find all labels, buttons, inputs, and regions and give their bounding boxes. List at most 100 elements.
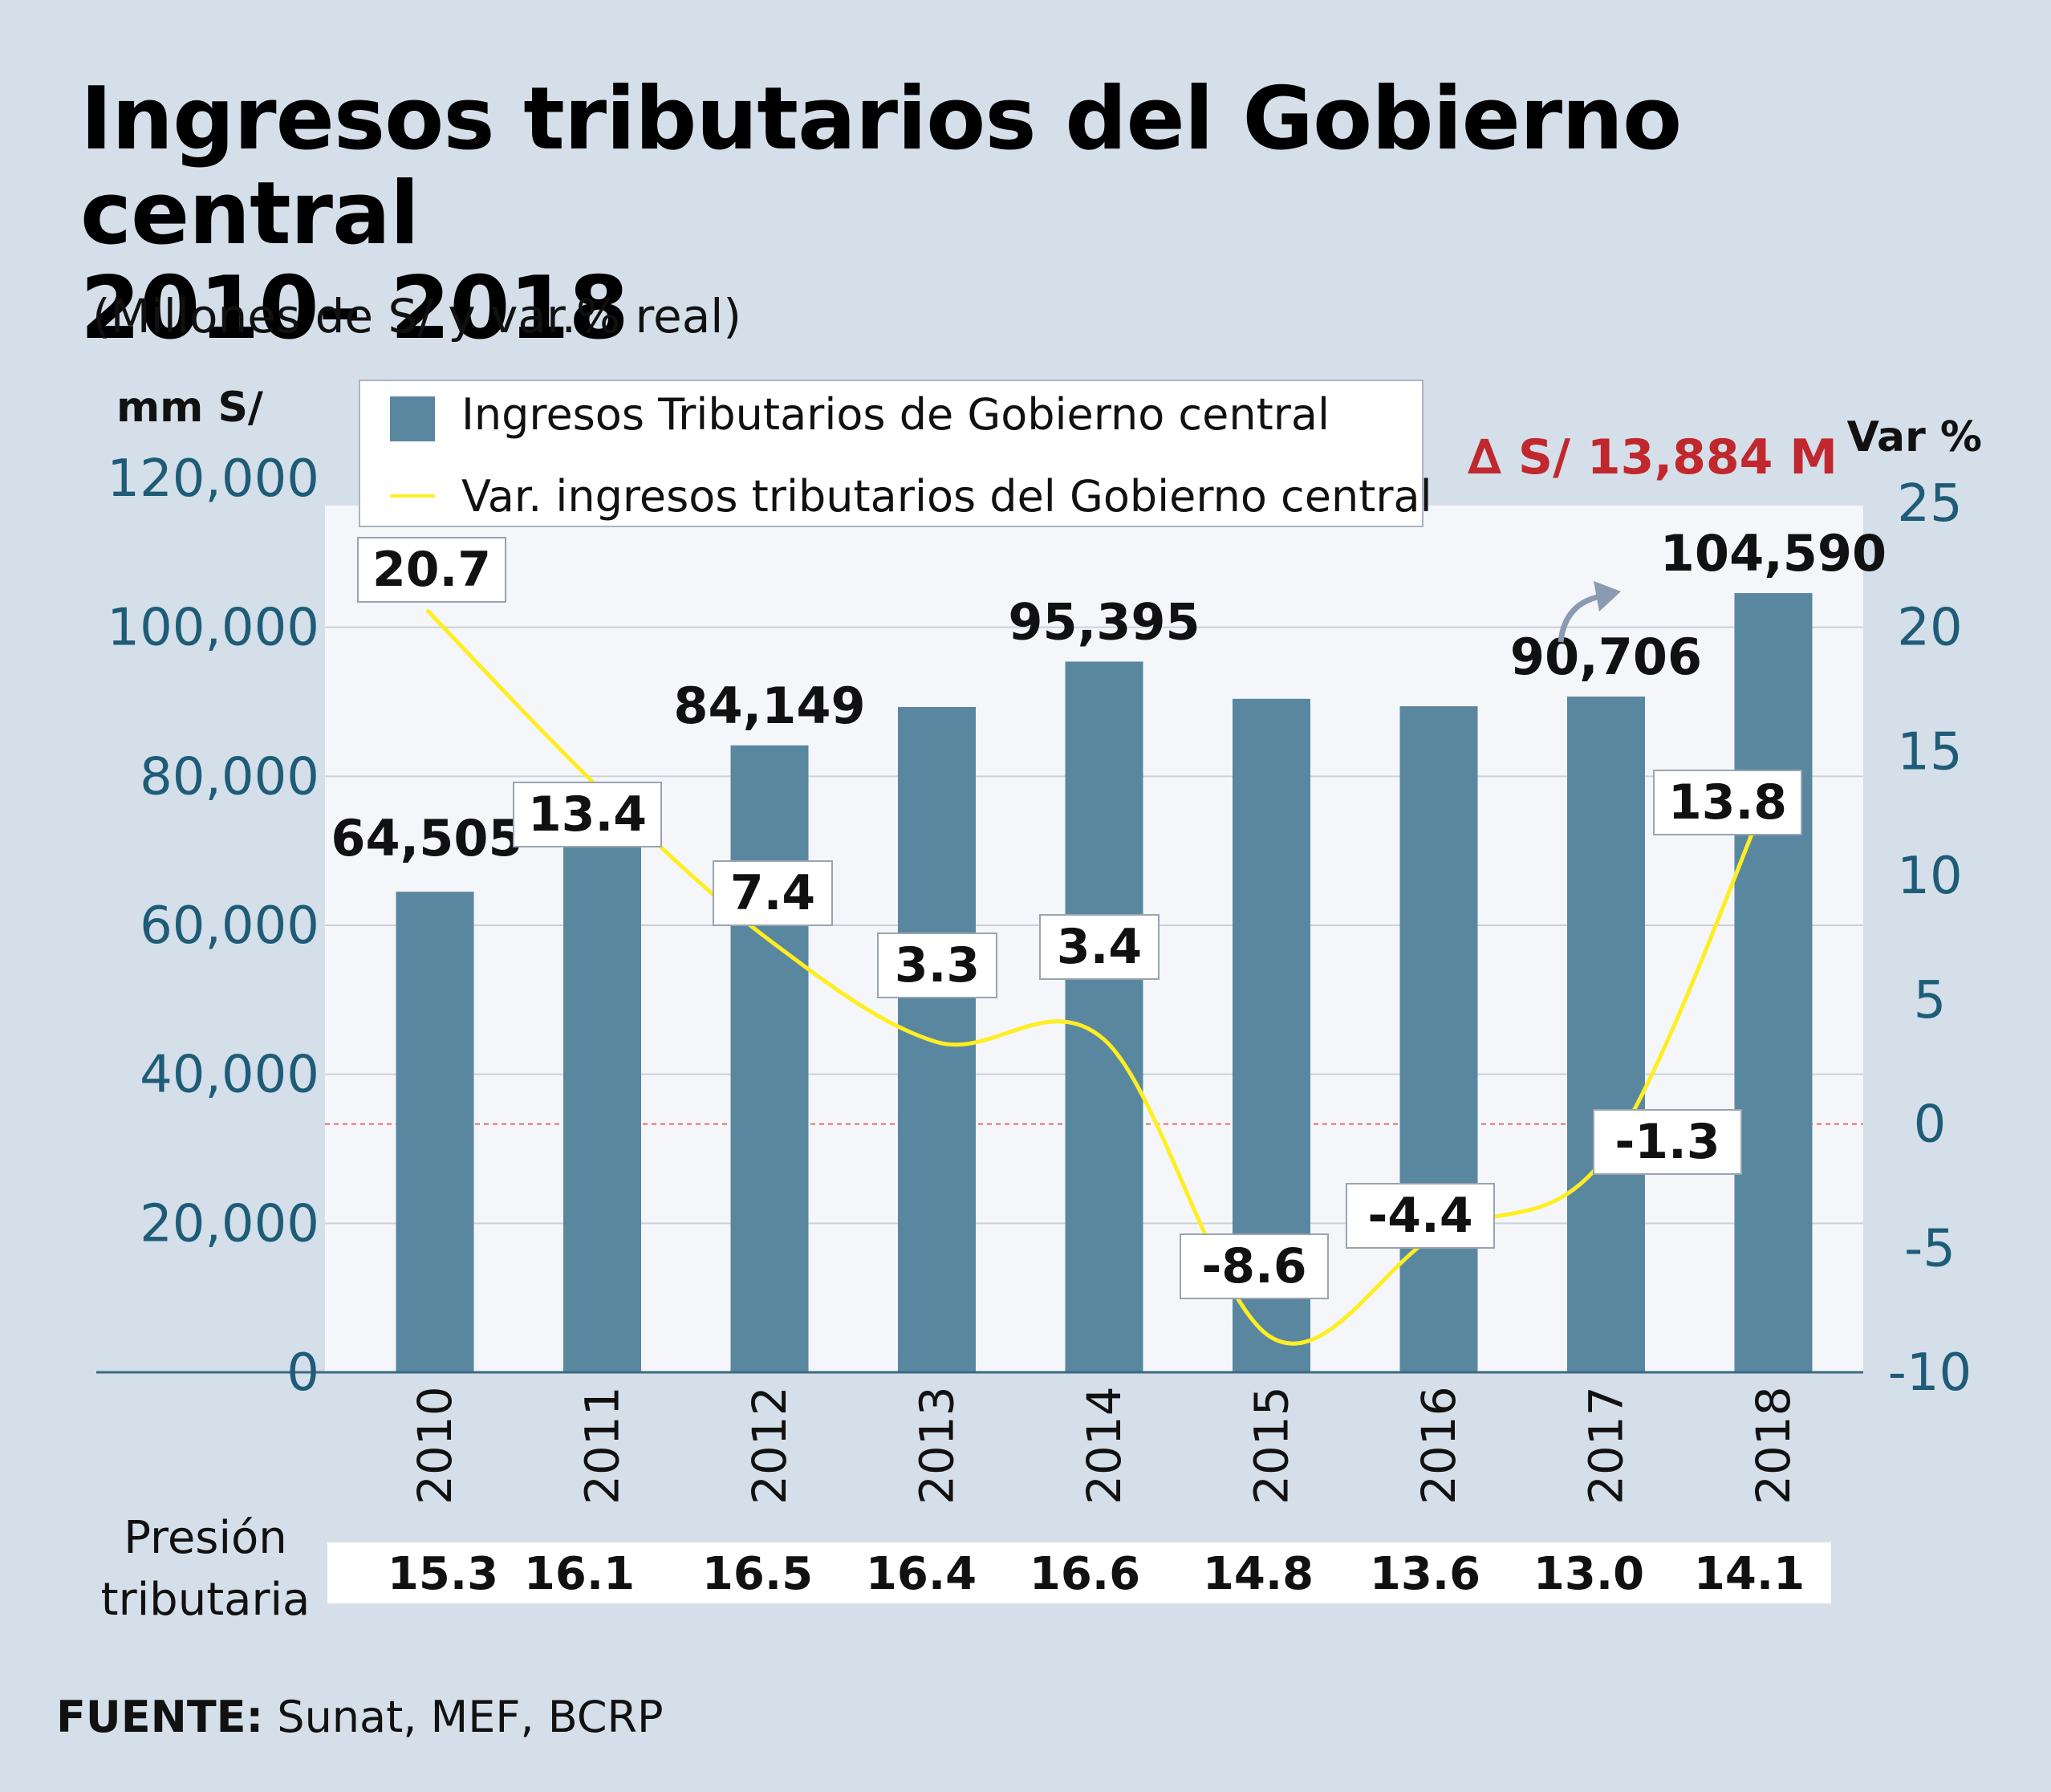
bar-2010 [396, 892, 474, 1372]
left-tick-label: 100,000 [107, 599, 319, 658]
legend-box [359, 380, 1424, 527]
pressure-value: 16.6 [1030, 1548, 1140, 1600]
source-note: FUENTE: Sunat, MEF, BCRP [56, 1692, 664, 1742]
line-label-box [713, 860, 833, 926]
legend-line-label: Var. ingresos tributarios del Gobierno c… [461, 471, 1432, 522]
growth-arrow-head [1594, 581, 1621, 612]
line-label-box [357, 537, 506, 603]
right-tick-label: 25 [1897, 474, 1962, 534]
pressure-values: 15.3 16.1 16.5 16.4 16.6 14.8 13.6 13.0 14.1 [388, 1548, 1805, 1600]
left-tick-label: 40,000 [140, 1046, 319, 1105]
growth-arrow-shaft [1558, 593, 1602, 643]
line-label-2013: 3.3 [877, 933, 997, 998]
pressure-value: 14.8 [1203, 1548, 1314, 1600]
right-tick-label: -10 [1888, 1343, 1972, 1403]
line-label-text: 20.7 [372, 542, 491, 598]
line-label-box [877, 933, 997, 998]
line-label-box [1039, 914, 1160, 980]
pressure-row-background [327, 1542, 1831, 1603]
pressure-value: 16.4 [866, 1548, 977, 1600]
line-label-2012: 7.4 [713, 860, 833, 926]
pressure-value: 16.5 [702, 1548, 813, 1600]
delta-annotation: ∆ S/ 13,884 M [1468, 429, 1838, 486]
right-tick-label: 20 [1897, 599, 1962, 658]
x-tick-label: 2013 [910, 1386, 965, 1505]
x-axis-ticks: 2010 2011 2012 2013 2014 2015 2016 2017 2018 [408, 1386, 1801, 1505]
pressure-label-line1: Presión [124, 1512, 287, 1564]
source-label: FUENTE: [56, 1692, 263, 1742]
left-tick-label: 20,000 [140, 1194, 319, 1254]
right-axis-ticks: -10 -5 0 5 10 15 20 25 [1888, 474, 1972, 1403]
line-label-2018: 13.8 [1653, 770, 1802, 835]
left-tick-label: 80,000 [140, 747, 319, 807]
bar-2013 [898, 706, 976, 1372]
line-label-box [1593, 1109, 1742, 1175]
line-label-text: 13.4 [528, 786, 647, 843]
bar-2018 [1734, 593, 1813, 1372]
line-label-2015: -8.6 [1180, 1233, 1329, 1299]
x-tick-label: 2018 [1746, 1386, 1801, 1505]
line-label-text: -4.4 [1367, 1188, 1472, 1244]
bar-label-2014: 95,395 [1008, 592, 1200, 651]
chart-title-line2: 2010– 2018 [80, 258, 629, 359]
x-tick-label: 2011 [575, 1386, 630, 1505]
right-tick-label: 10 [1897, 847, 1962, 906]
line-label-text: 13.8 [1668, 774, 1787, 831]
source-text: Sunat, MEF, BCRP [263, 1692, 663, 1742]
line-label-2014: 3.4 [1039, 914, 1160, 980]
chart-title-line1: Ingresos tributarios del Gobierno centra… [80, 69, 1682, 264]
bar-label-2017: 90,706 [1510, 628, 1702, 686]
line-label-text: -8.6 [1201, 1238, 1306, 1294]
line-label-text: 3.3 [895, 937, 980, 994]
bar-label-2012: 84,149 [673, 677, 865, 735]
bar-2011 [563, 847, 641, 1372]
chart-title: Ingresos tributarios del Gobierno centra… [80, 72, 2006, 356]
left-axis-unit: mm S/ [116, 384, 263, 432]
line-label-box [513, 782, 662, 847]
bar-2016 [1399, 706, 1478, 1372]
bar-2012 [730, 745, 809, 1372]
right-tick-label: 15 [1897, 722, 1962, 782]
x-tick-label: 2010 [408, 1386, 462, 1505]
bar-label-2018: 104,590 [1660, 524, 1887, 583]
pressure-value: 13.6 [1370, 1548, 1480, 1600]
pressure-value: 14.1 [1694, 1548, 1805, 1600]
left-axis-ticks: 0 20,000 40,000 60,000 80,000 100,000 120,000 [107, 449, 319, 1403]
x-tick-label: 2016 [1411, 1386, 1466, 1505]
x-tick-label: 2012 [742, 1386, 797, 1505]
pressure-label-line2: tributaria [101, 1574, 311, 1626]
x-tick-label: 2015 [1245, 1386, 1299, 1505]
chart-subtitle: (Millones de S/ y var.% real) [92, 289, 741, 343]
pressure-value: 13.0 [1533, 1548, 1644, 1600]
line-label-text: 7.4 [730, 865, 815, 921]
left-tick-label: 60,000 [140, 896, 319, 956]
line-label-text: 3.4 [1057, 919, 1142, 975]
line-label-2010: 20.7 [357, 537, 506, 603]
growth-arrow [1558, 581, 1621, 643]
right-tick-label: 5 [1914, 971, 1947, 1030]
left-tick-label: 0 [286, 1343, 319, 1403]
bar-label-2010: 64,505 [331, 809, 522, 868]
line-label-2011: 13.4 [513, 782, 662, 847]
right-tick-label: 0 [1914, 1095, 1947, 1155]
line-label-2016: -4.4 [1346, 1183, 1495, 1249]
bar-2014 [1065, 661, 1143, 1372]
line-label-box [1346, 1183, 1495, 1249]
legend: Ingresos Tributarios de Gobierno central… [359, 380, 1432, 527]
line-value-labels: 20.7 13.4 7.4 3.3 3.4 -8.6 -4.4 -1.3 13.8 [357, 537, 1802, 1299]
line-label-text: -1.3 [1614, 1114, 1720, 1170]
pressure-value: 15.3 [388, 1548, 498, 1600]
legend-bar-label: Ingresos Tributarios de Gobierno central [461, 389, 1330, 440]
line-label-box [1180, 1233, 1329, 1299]
pressure-value: 16.1 [524, 1548, 635, 1600]
legend-bar-swatch [390, 396, 435, 441]
x-tick-label: 2014 [1077, 1386, 1131, 1505]
right-axis-unit: Var % [1847, 413, 1982, 461]
x-tick-label: 2017 [1579, 1386, 1634, 1505]
left-tick-label: 120,000 [107, 449, 319, 509]
bar-value-labels: 64,505 84,149 95,395 90,706 104,590 [331, 524, 1887, 868]
line-label-2017: -1.3 [1593, 1109, 1742, 1175]
line-label-box [1653, 770, 1802, 835]
right-tick-label: -5 [1904, 1219, 1956, 1278]
